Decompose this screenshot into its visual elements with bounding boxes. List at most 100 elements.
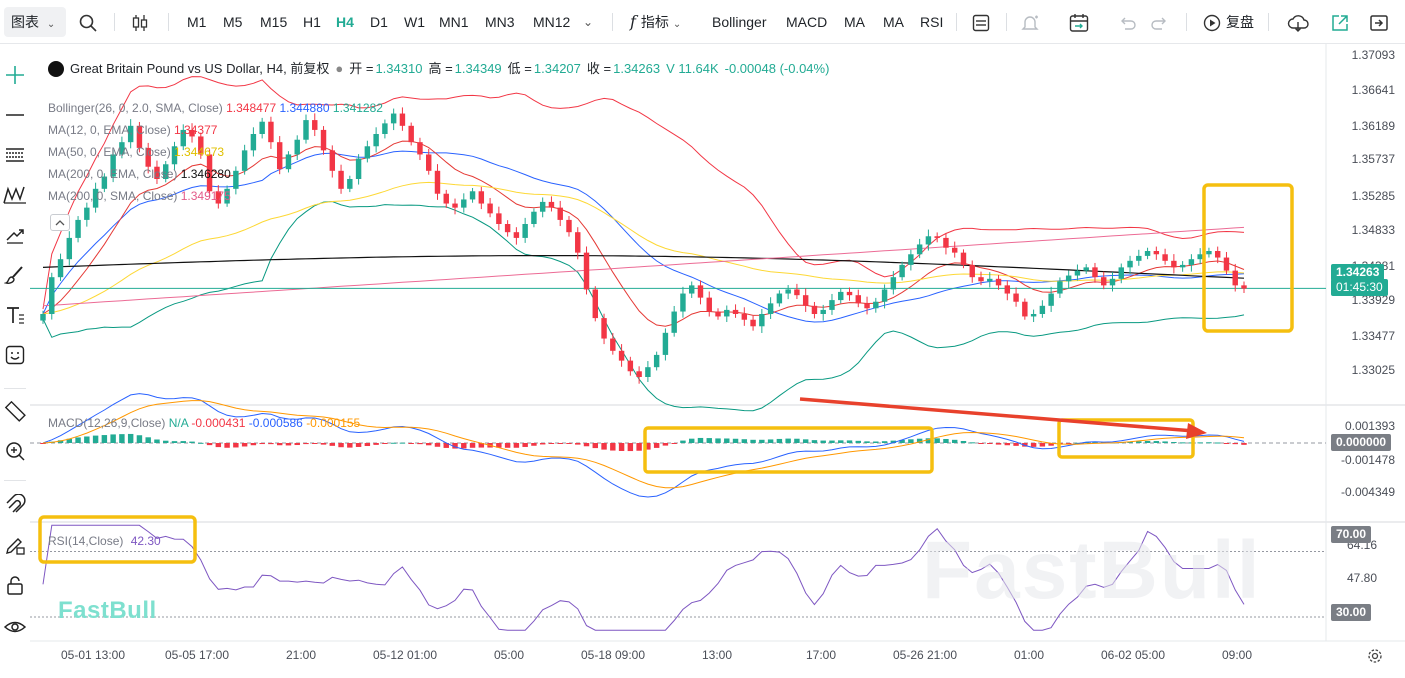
- candle-body: [916, 244, 923, 255]
- macd-histogram-bar: [408, 443, 414, 444]
- zoom-in-tool[interactable]: [2, 438, 28, 464]
- gear-icon: [1368, 649, 1382, 663]
- macd-histogram-bar: [312, 443, 318, 444]
- candle-body: [1241, 285, 1247, 289]
- macd-histogram-bar: [338, 443, 344, 448]
- brush-tool[interactable]: [2, 262, 28, 288]
- chart-canvas[interactable]: [0, 44, 1405, 678]
- candle-body: [294, 139, 300, 155]
- macd-histogram-bar: [426, 443, 432, 446]
- candle-body: [610, 338, 616, 351]
- crosshair-icon: [6, 66, 24, 84]
- candle-body: [951, 247, 958, 253]
- candle-body: [1039, 305, 1046, 314]
- calendar-icon: [1069, 14, 1089, 32]
- candle-body: [1223, 257, 1230, 271]
- macd-histogram-bar: [434, 443, 441, 447]
- timeframe-w1[interactable]: W1: [404, 14, 425, 30]
- chevron-up-icon: [55, 220, 65, 226]
- candle-body: [276, 142, 283, 170]
- macd-histogram-bar: [908, 439, 914, 443]
- indicator-bollinger[interactable]: Bollinger: [712, 14, 767, 30]
- open-label: 开 =: [349, 61, 374, 76]
- pattern-tool[interactable]: [2, 182, 28, 208]
- timeframe-more-chevron-icon[interactable]: ⌄: [583, 15, 594, 29]
- alert-button[interactable]: [1020, 0, 1040, 44]
- lock-tool[interactable]: [2, 572, 28, 598]
- timeframe-mn1[interactable]: MN1: [439, 14, 469, 30]
- chart-menu-button[interactable]: 图表 ⌄: [4, 7, 66, 37]
- macd-histogram-bar: [1241, 443, 1247, 445]
- candle-body: [1022, 301, 1028, 317]
- indicator-ma-1[interactable]: MA: [844, 14, 865, 30]
- timeframe-mn12[interactable]: MN12: [533, 14, 571, 30]
- candle-body: [154, 166, 160, 179]
- candle-body: [49, 277, 55, 314]
- fib-tool[interactable]: [2, 142, 28, 168]
- search-button[interactable]: [78, 0, 98, 44]
- chart-area[interactable]: Great Britain Pound vs US Dollar, H4, 前复…: [0, 44, 1405, 678]
- template-button[interactable]: [971, 0, 991, 44]
- indicators-label: 指标: [640, 14, 669, 30]
- calendar-button[interactable]: [1068, 0, 1090, 44]
- fullscreen-button[interactable]: [1369, 0, 1389, 44]
- cloud-save-button[interactable]: [1287, 0, 1309, 44]
- ma200-sma-line: [42, 226, 1245, 307]
- chart-type-button[interactable]: [130, 0, 150, 44]
- ruler-tool[interactable]: [2, 398, 28, 424]
- ma1-legend[interactable]: MA(12, 0, EMA, Close) 1.34377: [48, 122, 217, 138]
- replay-button[interactable]: 复盘: [1202, 0, 1254, 44]
- candle-body: [119, 142, 125, 155]
- magnet-tool[interactable]: [2, 492, 28, 518]
- rsi-legend[interactable]: RSI(14,Close) 42.30: [48, 533, 161, 549]
- timeframe-d1[interactable]: D1: [370, 14, 388, 30]
- macd-histogram-bar: [864, 441, 870, 443]
- text-tool[interactable]: [2, 302, 28, 328]
- macd-histogram-bar: [601, 443, 607, 450]
- indicator-macd[interactable]: MACD: [786, 14, 828, 30]
- macd-histogram-bar: [241, 443, 248, 447]
- share-button[interactable]: [1330, 0, 1350, 44]
- macd-histogram-bar: [1197, 442, 1203, 444]
- timeframe-m1[interactable]: M1: [187, 14, 207, 30]
- redo-button[interactable]: [1151, 0, 1169, 44]
- emoji-tool[interactable]: [2, 342, 28, 368]
- bollinger-legend[interactable]: Bollinger(26, 0, 2.0, SMA, Close) 1.3484…: [48, 100, 383, 116]
- timeframe-h4[interactable]: H4: [336, 14, 354, 30]
- indicator-rsi[interactable]: RSI: [920, 14, 944, 30]
- timeframe-m15[interactable]: M15: [260, 14, 288, 30]
- macd-histogram-bar: [1022, 443, 1028, 447]
- candle-body: [706, 297, 712, 312]
- macd-histogram-bar: [811, 440, 818, 443]
- macd-legend[interactable]: MACD(12,26,9,Close) N/A -0.000431 -0.000…: [48, 415, 360, 431]
- price-axis-label: 1.35285: [1351, 189, 1395, 203]
- visibility-tool[interactable]: [2, 614, 28, 640]
- indicator-ma-2[interactable]: MA: [883, 14, 904, 30]
- ma3-legend[interactable]: MA(200, 0, EMA, Close) 1.346280: [48, 166, 231, 182]
- indicators-button[interactable]: f 指标 ⌄: [630, 0, 681, 44]
- timeframe-mn3[interactable]: MN3: [485, 14, 515, 30]
- macd-histogram-bar: [198, 442, 204, 444]
- change-value: -0.00048 (-0.04%): [724, 61, 830, 76]
- timeframe-m5[interactable]: M5: [223, 14, 243, 30]
- undo-button[interactable]: [1118, 0, 1136, 44]
- macd-histogram-bar: [84, 436, 90, 443]
- candle-body: [145, 147, 151, 167]
- gbp-flag-icon: [48, 61, 64, 77]
- visibility-dot-icon[interactable]: ●: [335, 61, 344, 76]
- timeframe-h1[interactable]: H1: [303, 14, 321, 30]
- low-label: 低 =: [507, 61, 532, 76]
- candle-body: [426, 154, 432, 171]
- projection-tool[interactable]: [2, 222, 28, 248]
- trend-line-tool[interactable]: [2, 102, 28, 128]
- draw-mode-tool[interactable]: [2, 532, 28, 558]
- legend-collapse-button[interactable]: [50, 214, 70, 231]
- ma2-legend[interactable]: MA(50, 0, EMA, Close) 1.344673: [48, 144, 224, 160]
- open-value: 1.34310: [375, 61, 423, 76]
- trend-arrow-line: [799, 397, 1195, 433]
- macd-histogram-bar: [829, 440, 835, 443]
- candle-body: [662, 332, 669, 355]
- macd-histogram-bar: [1127, 441, 1133, 443]
- crosshair-tool[interactable]: [2, 62, 28, 88]
- ma4-legend[interactable]: MA(200, 0, SMA, Close) 1.349175: [48, 188, 231, 204]
